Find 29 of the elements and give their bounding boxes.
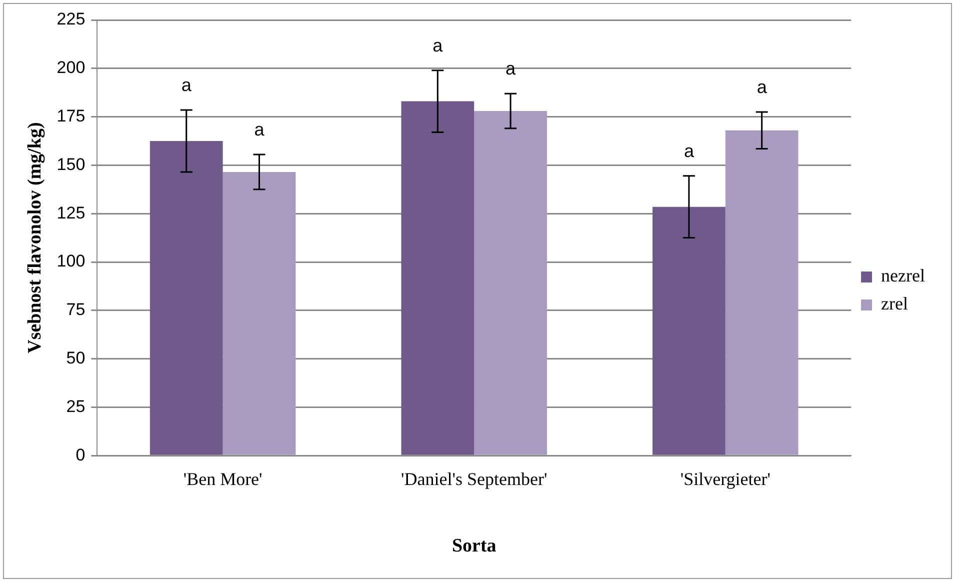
x-axis-title: Sorta xyxy=(452,536,497,557)
annotation: a xyxy=(506,58,517,79)
x-tick-label: 'Daniel's September' xyxy=(401,469,548,490)
x-tick-label: 'Silvergieter' xyxy=(680,469,770,490)
y-tick-label: 150 xyxy=(56,154,86,174)
y-tick-label: 50 xyxy=(66,348,86,368)
legend-label: nezrel xyxy=(881,266,926,286)
y-tick-label: 75 xyxy=(66,300,86,320)
y-tick-label: 0 xyxy=(76,445,86,464)
annotation: a xyxy=(756,76,768,97)
bar xyxy=(652,206,726,455)
annotation: a xyxy=(181,74,192,95)
y-tick-label: 225 xyxy=(56,10,86,29)
bar xyxy=(725,130,798,455)
legend-label: zrel xyxy=(881,294,908,314)
y-tick-label: 125 xyxy=(56,203,86,222)
y-tick-label: 175 xyxy=(56,106,86,126)
annotation: a xyxy=(254,120,266,140)
bar xyxy=(474,110,547,455)
bar xyxy=(401,101,474,455)
annotation: a xyxy=(684,140,695,161)
x-tick-label: 'Ben More' xyxy=(183,469,262,490)
bar xyxy=(150,141,223,455)
y-tick-label: 200 xyxy=(56,58,86,78)
y-tick-label: 100 xyxy=(56,252,86,271)
annotation: a xyxy=(432,35,444,56)
y-axis-title: Vsebnost flavonolov (mg/kg) xyxy=(24,122,46,354)
bar xyxy=(222,172,296,455)
y-tick-label: 25 xyxy=(66,396,86,416)
